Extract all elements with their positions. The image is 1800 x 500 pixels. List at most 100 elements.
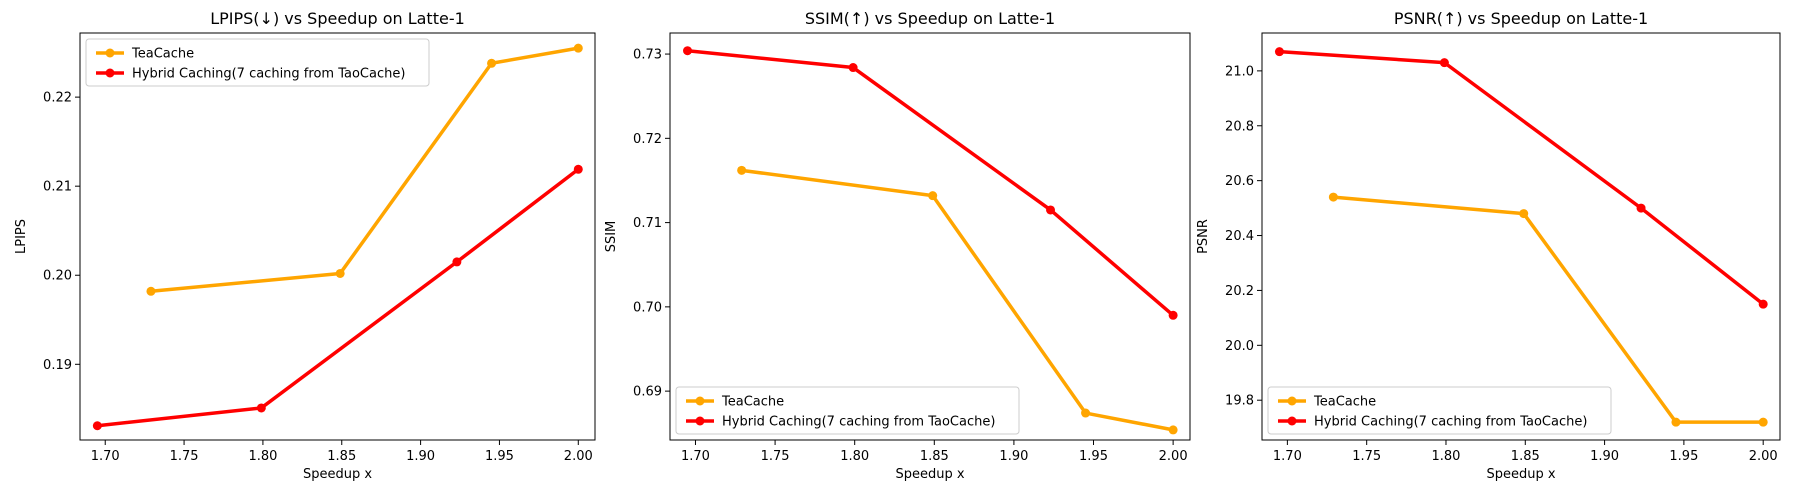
y-tick-label: 20.6 xyxy=(1225,174,1254,189)
y-tick-label: 20.8 xyxy=(1225,119,1254,134)
x-tick-label: 1.90 xyxy=(1590,449,1619,464)
chart-panel-3: PSNR(↑) vs Speedup on Latte-1 1.70 1.75 1.8… xyxy=(1196,9,1781,482)
data-point-teacache xyxy=(1519,209,1529,219)
data-point-teacache xyxy=(1758,417,1768,427)
data-point-hybrid xyxy=(848,63,858,73)
y-tick-label: 0.69 xyxy=(633,385,662,400)
legend-label-teacache: TeaCache xyxy=(131,47,194,62)
x-tick-label: 1.90 xyxy=(999,449,1028,464)
x-tick-label: 2.00 xyxy=(564,449,593,464)
data-point-teacache xyxy=(1671,417,1681,427)
x-tick-label: 1.70 xyxy=(91,449,120,464)
x-axis-label: Speedup x xyxy=(303,467,372,482)
series-line-hybrid xyxy=(1277,49,1765,306)
data-point-teacache xyxy=(1081,408,1091,418)
chart-panel-2: SSIM(↑) vs Speedup on Latte-1 1.70 1.75 1.8… xyxy=(604,9,1191,482)
x-tick-label: 1.90 xyxy=(406,449,435,464)
legend-box xyxy=(675,386,1020,435)
chart-panel-1: LPIPS(↓) vs Speedup on Latte-1 1.70 1.75 1.… xyxy=(14,9,596,482)
data-point-hybrid xyxy=(1274,47,1284,57)
legend-marker-hybrid xyxy=(1287,416,1297,426)
data-point-hybrid xyxy=(256,403,266,413)
x-tick-label: 1.85 xyxy=(1511,449,1540,464)
plot-frame xyxy=(79,32,596,441)
data-point-teacache xyxy=(1328,192,1338,202)
legend-label-hybrid: Hybrid Caching(7 caching from TaoCache) xyxy=(1314,415,1587,430)
y-tick-label: 19.8 xyxy=(1225,394,1254,409)
legend-marker-hybrid xyxy=(695,416,705,426)
x-tick-label: 1.95 xyxy=(1079,449,1108,464)
data-point-hybrid xyxy=(1636,203,1646,213)
series-line-teacache xyxy=(149,46,581,294)
data-point-hybrid xyxy=(1046,205,1056,215)
chart-title: PSNR(↑) vs Speedup on Latte-1 xyxy=(1394,9,1648,28)
y-tick-label: 0.20 xyxy=(43,269,72,284)
y-tick-label: 20.2 xyxy=(1225,284,1254,299)
series-line-teacache xyxy=(1331,195,1765,424)
data-point-teacache xyxy=(146,286,156,296)
series-line-hybrid xyxy=(685,48,1175,318)
x-tick-label: 2.00 xyxy=(1159,449,1188,464)
series-line-hybrid xyxy=(95,167,581,428)
legend-marker-teacache xyxy=(1287,396,1297,406)
data-point-teacache xyxy=(737,165,747,175)
x-tick-label: 1.75 xyxy=(170,449,199,464)
data-point-teacache xyxy=(335,268,345,278)
y-tick-label: 0.22 xyxy=(43,91,72,106)
legend-label-teacache: TeaCache xyxy=(1313,395,1376,410)
data-point-teacache xyxy=(928,191,938,201)
legend-marker-hybrid xyxy=(105,68,115,78)
y-axis-label: LPIPS xyxy=(14,219,29,254)
chart-title: SSIM(↑) vs Speedup on Latte-1 xyxy=(805,9,1055,28)
y-axis-label: SSIM xyxy=(604,221,619,253)
legend-marker-teacache xyxy=(105,48,115,58)
x-tick-label: 1.75 xyxy=(1352,449,1381,464)
plot-frame xyxy=(1261,32,1781,441)
x-tick-label: 1.95 xyxy=(1669,449,1698,464)
x-tick-label: 2.00 xyxy=(1749,449,1778,464)
y-tick-label: 0.21 xyxy=(43,180,72,195)
legend-label-hybrid: Hybrid Caching(7 caching from TaoCache) xyxy=(722,415,995,430)
data-point-hybrid xyxy=(1758,299,1768,309)
legend: TeaCache Hybrid Caching(7 caching from Ta… xyxy=(1267,386,1612,435)
data-point-hybrid xyxy=(452,257,462,267)
data-point-hybrid xyxy=(573,164,583,174)
y-tick-label: 21.0 xyxy=(1225,64,1254,79)
x-tick-label: 1.70 xyxy=(681,449,710,464)
x-tick-label: 1.85 xyxy=(327,449,356,464)
y-tick-label: 20.4 xyxy=(1225,229,1254,244)
data-point-teacache xyxy=(573,43,583,53)
x-tick-label: 1.85 xyxy=(920,449,949,464)
x-tick-label: 1.80 xyxy=(840,449,869,464)
legend: TeaCache Hybrid Caching(7 caching from Ta… xyxy=(675,386,1020,435)
data-point-hybrid xyxy=(92,421,102,431)
y-tick-label: 0.71 xyxy=(633,216,662,231)
x-tick-label: 1.80 xyxy=(248,449,277,464)
data-point-hybrid xyxy=(683,46,693,56)
data-point-teacache xyxy=(487,58,497,68)
data-point-hybrid xyxy=(1168,310,1178,320)
legend-box xyxy=(85,38,430,87)
plot-frame xyxy=(669,32,1191,441)
legend-label-teacache: TeaCache xyxy=(721,395,784,410)
x-tick-label: 1.75 xyxy=(761,449,790,464)
legend: TeaCache Hybrid Caching(7 caching from Ta… xyxy=(85,38,430,87)
legend-marker-teacache xyxy=(695,396,705,406)
x-axis-label: Speedup x xyxy=(895,467,964,482)
y-tick-label: 0.70 xyxy=(633,300,662,315)
legend-box xyxy=(1267,386,1612,435)
y-axis-label: PSNR xyxy=(1196,219,1211,254)
y-tick-label: 20.0 xyxy=(1225,339,1254,354)
x-axis-label: Speedup x xyxy=(1486,467,1555,482)
series-line-teacache xyxy=(739,168,1175,432)
x-tick-label: 1.80 xyxy=(1432,449,1461,464)
y-tick-label: 0.72 xyxy=(633,132,662,147)
x-tick-label: 1.95 xyxy=(485,449,514,464)
chart-title: LPIPS(↓) vs Speedup on Latte-1 xyxy=(210,9,465,28)
data-point-teacache xyxy=(1168,425,1178,435)
legend-label-hybrid: Hybrid Caching(7 caching from TaoCache) xyxy=(132,67,405,82)
data-point-hybrid xyxy=(1439,58,1449,68)
y-tick-label: 0.19 xyxy=(43,358,72,373)
x-tick-label: 1.70 xyxy=(1273,449,1302,464)
